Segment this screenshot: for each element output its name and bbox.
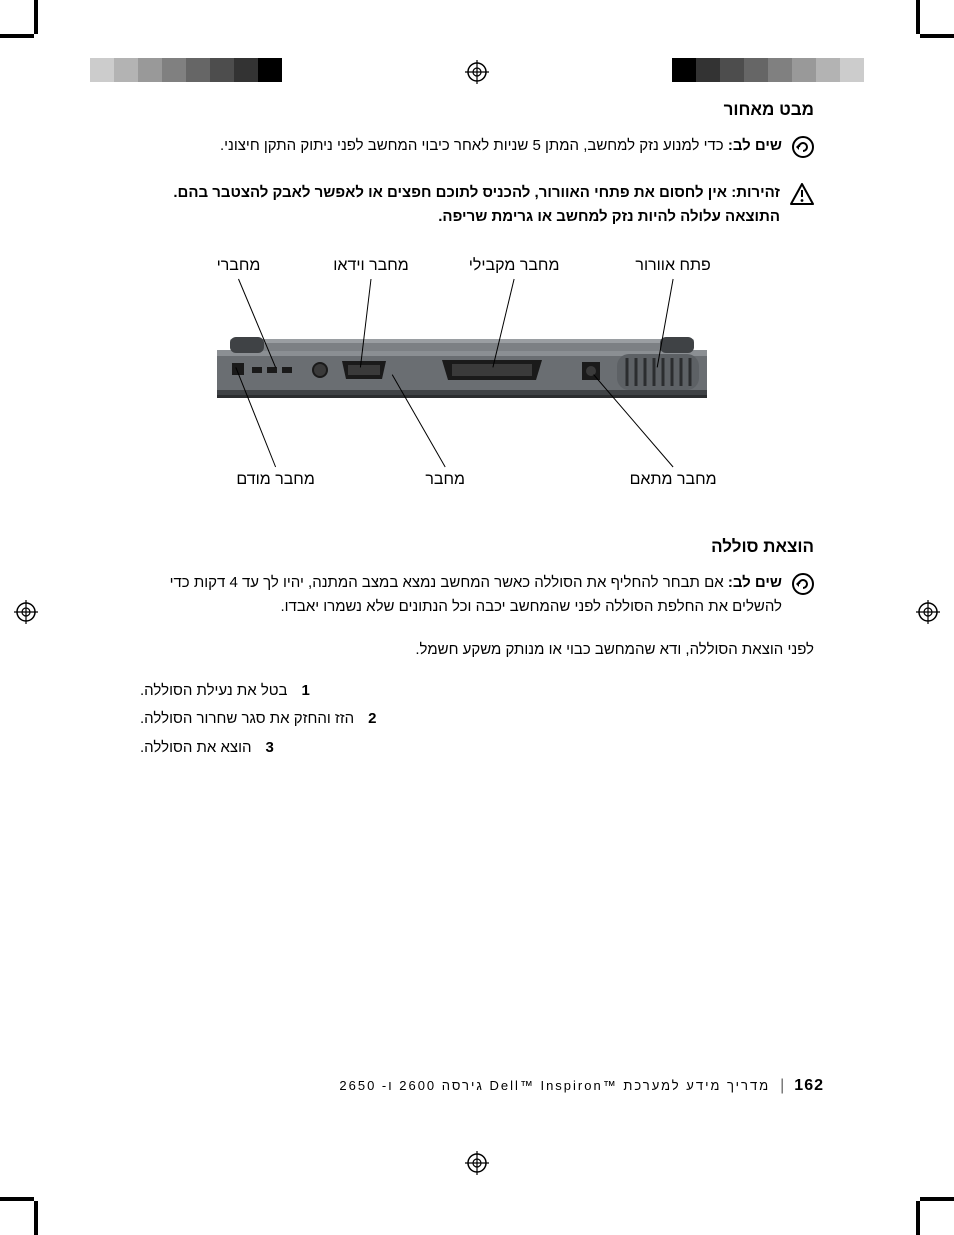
footer-separator: | (780, 1077, 784, 1095)
notice-2-label: שים לב: (728, 574, 782, 591)
swatch (672, 58, 696, 82)
notice-2-text: שים לב: אם תבחר להחליף את הסוללה כאשר המ… (140, 571, 782, 619)
caution-triangle-icon (790, 183, 814, 210)
rear-ports-diagram: פתח אוורור מחבר מקבילי מחבר וידאו מחברי מחבר… (212, 257, 742, 497)
swatch (258, 58, 282, 82)
swatch (186, 58, 210, 82)
page-number: 162 (794, 1077, 824, 1095)
crop-mark (916, 0, 920, 34)
diagram-callout-label: מחבר מקבילי (469, 257, 560, 275)
crop-mark (0, 34, 34, 38)
step-number: 1 (302, 677, 311, 706)
footer-text: מדריך מידע למערכת ™Dell™ Inspiron גירסה … (339, 1078, 770, 1093)
crop-mark (0, 1197, 34, 1201)
caution-1-text: זהירות: אין לחסום את פתחי האוורור, להכני… (140, 181, 780, 229)
notice-1-body: כדי למנוע נזק למחשב, המתן 5 שניות לאחר כ… (220, 137, 724, 154)
diagram-callout-label: מחבר וידאו (333, 257, 408, 275)
caution-1-label: זהירות: (731, 184, 780, 201)
crop-mark (34, 1201, 38, 1235)
crop-mark (34, 0, 38, 34)
step-text: הזז והחזק את סגר שחרור הסוללה. (140, 705, 354, 734)
notice-icon (792, 573, 814, 600)
notice-2-body: אם תבחר להחליף את הסוללה כאשר המחשב נמצא… (170, 574, 782, 615)
notice-block-1: שים לב: כדי למנוע נזק למחשב, המתן 5 שניו… (140, 134, 814, 163)
swatch (138, 58, 162, 82)
notice-1-label: שים לב: (728, 137, 782, 154)
step-item: 2 הזז והחזק את סגר שחרור הסוללה. (140, 705, 814, 734)
print-swatches-left (90, 58, 282, 82)
swatch (720, 58, 744, 82)
diagram-callout-label: מחברי (217, 257, 261, 275)
section-title-battery: הוצאת סוללה (140, 537, 814, 557)
registration-target-bottom (465, 1151, 489, 1175)
registration-target-left (14, 600, 38, 624)
step-text: בטל את נעילת הסוללה. (140, 677, 288, 706)
diagram-callout-label: מחבר מתאם (630, 471, 717, 489)
swatch (90, 58, 114, 82)
caution-block-1: זהירות: אין לחסום את פתחי האוורור, להכני… (140, 181, 814, 229)
crop-mark (916, 1201, 920, 1235)
swatch (162, 58, 186, 82)
page-footer: 162 | מדריך מידע למערכת ™Dell™ Inspiron … (130, 1077, 824, 1095)
battery-pre-steps: לפני הוצאת הסוללה, ודא שהמחשב כבוי או מנ… (140, 637, 814, 663)
swatch (792, 58, 816, 82)
crop-mark (920, 1197, 954, 1201)
swatch (840, 58, 864, 82)
swatch (744, 58, 768, 82)
notice-1-text: שים לב: כדי למנוע נזק למחשב, המתן 5 שניו… (220, 134, 782, 158)
step-text: הוצא את הסוללה. (140, 734, 251, 763)
diagram-callout-label: מחבר מודם (236, 471, 314, 489)
notice-icon (792, 136, 814, 163)
diagram-callout-label: מחבר (425, 471, 465, 489)
swatch (768, 58, 792, 82)
battery-steps: לפני הוצאת הסוללה, ודא שהמחשב כבוי או מנ… (140, 637, 814, 762)
swatch (114, 58, 138, 82)
section-title-rear-view: מבט מאחור (140, 100, 814, 120)
step-item: 1 בטל את נעילת הסוללה. (140, 677, 814, 706)
registration-target-right (916, 600, 940, 624)
swatch (816, 58, 840, 82)
diagram-callout-label: פתח אוורור (635, 257, 710, 275)
registration-target-top (465, 60, 489, 84)
crop-mark (920, 34, 954, 38)
step-number: 3 (265, 734, 274, 763)
step-item: 3 הוצא את הסוללה. (140, 734, 814, 763)
page-content: מבט מאחור שים לב: כדי למנוע נזק למחשב, ה… (140, 100, 814, 762)
swatch (234, 58, 258, 82)
step-number: 2 (368, 705, 377, 734)
print-swatches-right (672, 58, 864, 82)
swatch (696, 58, 720, 82)
swatch (210, 58, 234, 82)
caution-1-body: אין לחסום את פתחי האוורור, להכניס לתוכם … (173, 184, 780, 225)
notice-block-2: שים לב: אם תבחר להחליף את הסוללה כאשר המ… (140, 571, 814, 619)
